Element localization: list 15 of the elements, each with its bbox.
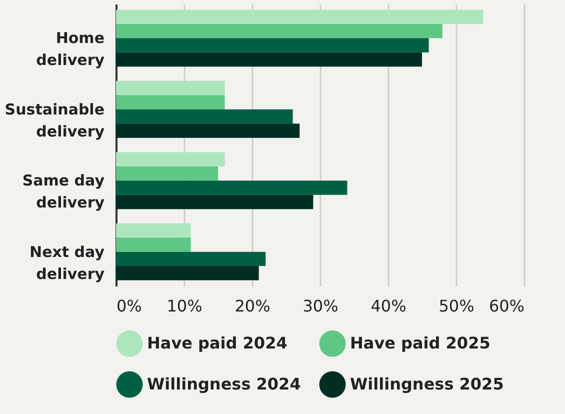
x-tick-label: 40% [370, 296, 406, 316]
x-tick-label: 30% [302, 296, 338, 316]
legend-label: Willingness 2025 [350, 374, 504, 394]
x-tick-label: 20% [234, 296, 270, 316]
x-tick-label: 50% [438, 296, 474, 316]
x-tick-label: 0% [116, 296, 142, 316]
x-tick-label: 10% [166, 296, 202, 316]
legend-label: Have paid 2024 [147, 334, 288, 353]
y-tick-label: Same day delivery [22, 172, 105, 212]
x-tick-label: 60% [488, 296, 524, 316]
y-tick-label: Sustainable delivery [4, 100, 105, 140]
legend-label: Have paid 2025 [350, 334, 490, 353]
legend-label: Willingness 2024 [147, 374, 301, 394]
y-tick-label: Home delivery [36, 29, 105, 70]
y-tick-label: Next day delivery [30, 242, 105, 283]
